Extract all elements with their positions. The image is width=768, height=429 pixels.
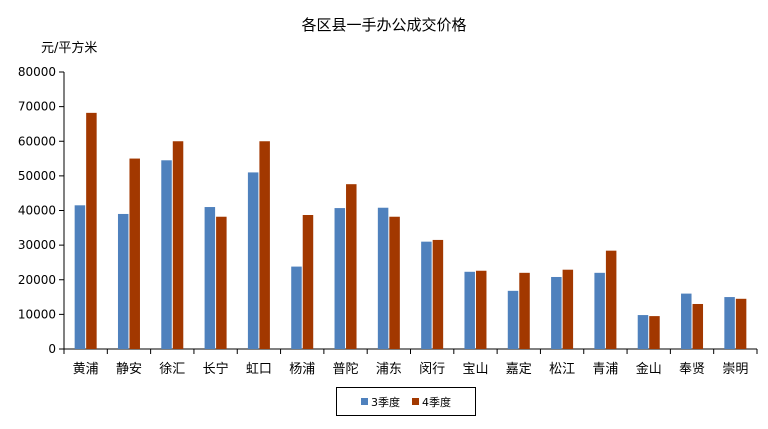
x-category-label: 金山 [636,361,662,377]
y-tick-label: 0 [48,342,56,356]
bar-series-2 [216,216,227,349]
bar-series-1 [551,276,562,349]
bar-series-2 [692,303,704,349]
y-tick-label: 80000 [18,65,56,79]
bar-series-2 [649,316,660,349]
x-category-label: 松江 [549,362,575,377]
legend-item-series-2: 4季度 [412,394,451,410]
y-tick-label: 50000 [18,169,56,183]
legend-label-series-1: 3季度 [371,395,400,409]
x-category-label: 宝山 [462,362,488,377]
x-category-label: 奉贤 [679,362,705,377]
y-tick-label: 30000 [18,238,56,252]
legend-swatch-series-1 [361,398,368,405]
bar-series-2 [302,215,314,349]
chart-labels: 0 10000 20000 30000 40000 50000 60000 70000 8000… [18,65,749,377]
bar-series-2 [735,298,747,349]
x-category-label: 静安 [116,362,142,377]
x-category-label: 青浦 [592,362,618,377]
chart-bars [74,112,747,349]
bar-series-2 [129,158,140,349]
x-category-label: 杨浦 [289,362,315,377]
y-tick-label: 10000 [18,307,56,321]
bar-series-2 [519,272,530,349]
x-category-label: 普陀 [333,361,359,377]
chart-title: 各区县一手办公成交价格 [301,16,467,34]
bar-series-2 [389,216,400,349]
bar-series-2 [86,112,97,349]
bar-series-1 [204,207,216,349]
bar-series-2 [172,141,184,349]
x-category-label: 长宁 [203,361,229,377]
bar-series-2 [432,239,444,349]
bar-series-1 [377,207,389,349]
bar-series-2 [562,269,574,349]
y-tick-label: 40000 [18,204,56,218]
x-category-label: 黄浦 [73,362,99,377]
bar-series-1 [334,208,346,349]
bar-series-1 [74,205,86,349]
y-axis-unit-label: 元/平方米 [41,41,98,56]
y-tick-label: 60000 [18,134,56,148]
bar-series-1 [637,315,649,349]
bar-series-1 [161,160,172,349]
bar-series-1 [421,241,432,349]
x-category-label: 浦东 [376,362,402,377]
bar-series-2 [346,184,357,349]
x-category-label: 崇明 [722,362,748,377]
legend-label-series-2: 4季度 [422,395,451,409]
bar-series-1 [117,213,129,349]
bar-series-1 [507,290,519,349]
y-tick-label: 20000 [18,273,56,287]
bar-series-1 [247,172,259,349]
bar-series-2 [259,141,270,349]
legend-swatch-series-2 [412,398,419,405]
y-tick-label: 70000 [18,100,56,114]
bar-series-1 [724,297,735,349]
chart-legend: 3季度 4季度 [336,387,476,416]
x-category-label: 虹口 [246,362,272,377]
x-category-label: 徐汇 [159,362,185,377]
bar-series-1 [681,293,692,349]
bar-series-2 [605,250,617,349]
x-category-label: 闵行 [419,362,445,377]
x-category-label: 嘉定 [506,362,532,377]
bar-series-1 [291,266,302,349]
legend-item-series-1: 3季度 [361,394,400,410]
bar-series-1 [464,271,475,349]
bar-series-1 [594,272,605,349]
bar-series-2 [475,270,487,349]
